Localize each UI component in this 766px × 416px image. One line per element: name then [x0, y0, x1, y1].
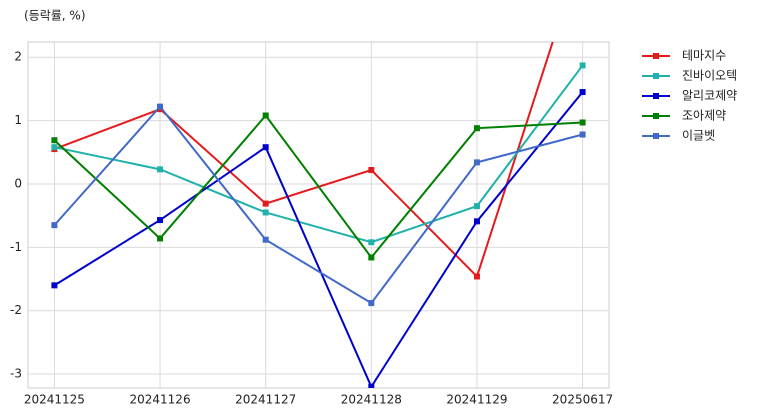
legend-label: 이글벳	[682, 129, 715, 143]
point-marker	[262, 200, 269, 207]
point-marker	[157, 166, 164, 173]
point-marker	[368, 383, 375, 388]
point-marker	[262, 144, 269, 151]
legend-marker	[653, 93, 659, 99]
legend-marker	[653, 113, 659, 119]
x-tick-label: 20241128	[341, 393, 402, 407]
point-marker	[51, 222, 58, 229]
series-line	[53, 113, 583, 260]
y-tick-label: -1	[10, 240, 22, 254]
x-tick-label: 20241126	[130, 393, 191, 407]
legend-marker	[653, 133, 659, 139]
point-marker	[262, 209, 269, 216]
legend-label: 진바이오텍	[682, 69, 737, 83]
point-marker	[157, 235, 164, 242]
point-marker	[51, 137, 58, 144]
y-tick-label: -3	[10, 367, 22, 381]
series-line	[53, 105, 583, 305]
x-tick-label: 20241125	[24, 393, 85, 407]
x-tick-label: 20241129	[446, 393, 507, 407]
point-marker	[473, 159, 480, 166]
series-line	[54, 42, 554, 279]
point-marker	[473, 125, 480, 132]
point-marker	[368, 254, 375, 261]
legend-label: 테마지수	[682, 49, 726, 63]
point-marker	[473, 273, 480, 280]
point-marker	[473, 218, 480, 225]
point-marker	[51, 144, 58, 151]
y-tick-label: 1	[14, 113, 22, 127]
point-marker	[579, 119, 586, 126]
series-line	[54, 64, 584, 244]
x-tick-label: 20241127	[235, 393, 296, 407]
legend-marker	[653, 73, 659, 79]
point-marker	[368, 167, 375, 174]
y-tick-label: 2	[14, 50, 22, 64]
point-marker	[368, 239, 375, 246]
point-marker	[157, 103, 164, 110]
point-marker	[579, 89, 586, 96]
point-marker	[51, 282, 58, 289]
point-marker	[262, 112, 269, 119]
y-tick-label: -2	[10, 303, 22, 317]
point-marker	[579, 62, 586, 69]
y-axis-label: (등락률, %)	[24, 9, 86, 23]
y-tick-label: 0	[14, 176, 22, 190]
legend-label: 조아제약	[682, 108, 726, 123]
plot-frame	[27, 41, 610, 389]
point-marker	[262, 236, 269, 243]
series-line	[53, 91, 584, 388]
x-tick-label: 20250617	[552, 393, 613, 407]
point-marker	[157, 217, 164, 224]
legend-marker	[653, 53, 659, 59]
point-marker	[368, 300, 375, 307]
point-marker	[579, 131, 586, 138]
point-marker	[473, 203, 480, 210]
legend-label: 알리코제약	[682, 88, 737, 103]
